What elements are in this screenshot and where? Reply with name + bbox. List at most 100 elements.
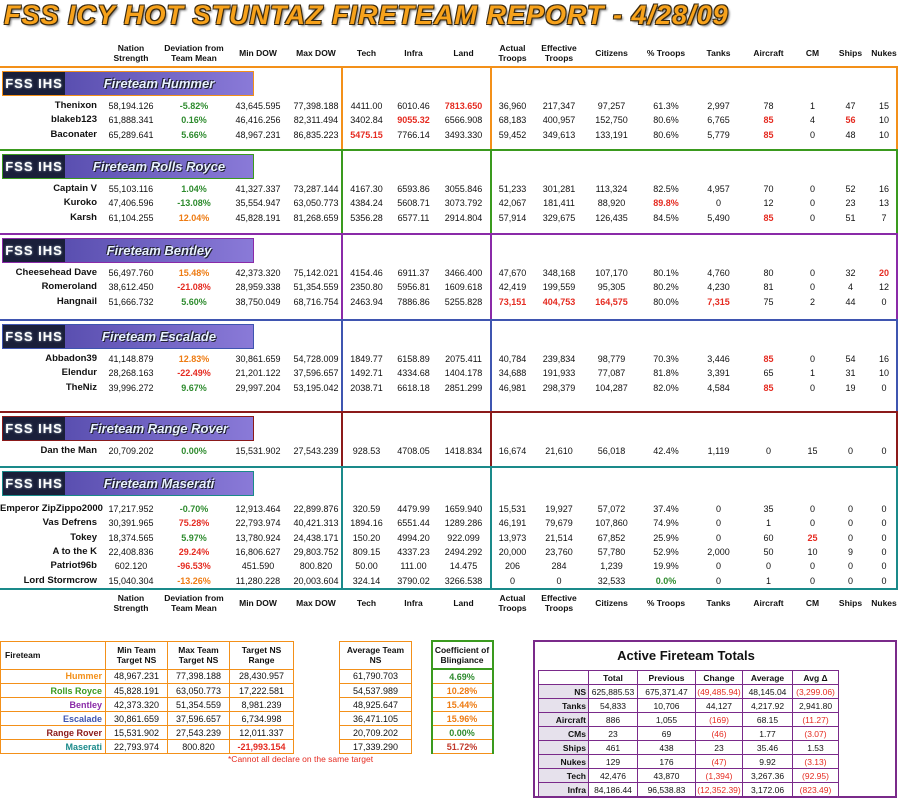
summary-cell: 51.72% [430,739,494,754]
team-divider [490,413,492,466]
totals-cell: (823.49) [792,782,839,797]
column-header: Citizens [595,598,628,608]
cell: 81,268.659 [293,212,339,223]
cell: 12.83% [178,354,210,364]
cell: 47 [845,101,856,111]
cell: 85 [763,382,774,393]
totals-row: CMs 23 69 (46) 1.77 (3.07) [538,726,839,741]
cell: 36,960 [498,101,527,111]
cell: 12 [878,282,889,293]
cell: 80 [763,268,774,278]
cell: 0 [809,518,815,529]
cell: 4,957 [707,184,730,194]
column-header: Ships [838,598,863,608]
column-header: Deviation from Team Mean [164,43,224,63]
cell: 10 [878,115,889,126]
cell: 85 [763,115,774,126]
cell: 28,959.338 [235,282,281,293]
cell: 12.04% [178,212,210,223]
column-header: Tanks [706,48,731,58]
cell: 0 [556,575,562,586]
player-name: Cheesehead Dave [15,267,97,278]
cell: 0 [809,382,815,393]
cell: 0 [715,198,721,209]
column-header: Min DOW [239,598,277,608]
cell: 2 [809,296,815,307]
summary-cell: 48,925.647 [339,697,412,712]
cell: 9.67% [181,382,207,393]
cell: 54,728.009 [293,354,339,364]
cell: 16 [878,354,889,364]
cell: 23,760 [545,546,573,557]
column-header: Nukes [871,598,897,608]
column-header: Infra [404,598,423,608]
cell: 14.475 [449,561,478,572]
cell: 6551.44 [397,518,430,529]
summary-header: Min Team Target NS [105,640,168,670]
summary-row: Maserati 22,793.974 800.820 -21,993.154 17,3… [0,739,494,754]
cell: 0 [881,561,887,572]
cell: 0 [715,561,721,572]
cell: 1418.834 [444,446,483,456]
cell: 54 [845,354,856,364]
summary-cell: 17,222.581 [229,683,294,698]
column-header: Effective Troops [541,43,577,63]
cell: 34,688 [498,368,527,379]
cell: 0 [847,504,853,514]
cell: 80.0% [653,296,679,307]
banner-name: Fireteam Hummer [103,76,215,91]
cell: 29.24% [178,546,210,557]
cell: 19.9% [653,561,679,572]
totals-label: Ships [538,740,589,755]
cell: 11,280.228 [235,575,281,586]
totals-cell: 35.46 [742,740,793,755]
cell: 20,003.604 [293,575,339,586]
totals-row: Infra 84,186.44 96,538.83 (12,352.39) 3,172.… [538,782,839,797]
summary-cell: 37,596.657 [167,711,230,726]
summary-cell: 10.28% [430,683,494,698]
cell: 0 [881,446,887,456]
cell: 0 [765,561,771,572]
totals-cell: 48,145.04 [742,684,793,699]
cell: 1609.618 [444,282,483,293]
spacer [294,669,340,684]
cell: 3466.400 [444,268,483,278]
cell: 68,716.754 [293,296,339,307]
banner-tag: FSS IHS [5,329,63,344]
column-header: % Troops [646,48,686,58]
summary-cell: 8,981.239 [229,697,294,712]
cell: 21,610 [545,446,573,456]
cell: 1 [809,101,815,111]
player-name: Thenixon [54,100,97,111]
cell: 0 [715,504,721,514]
player-name: A to the K [52,545,97,557]
cell: 73,151 [498,296,527,307]
cell: -13.08% [177,198,211,209]
cell: 1 [765,518,771,529]
team-banner: FSS IHS Fireteam Rolls Royce [2,154,254,179]
summary-cell: 6,734.998 [229,711,294,726]
cell: 164,575 [595,296,628,307]
cell: 88,920 [597,198,626,209]
column-header: CM [805,598,820,608]
cell: 56,497.760 [108,268,154,278]
cell: 451.590 [241,561,275,572]
cell: 21,514 [545,532,573,543]
totals-table: Total Previous Change Average Avg Δ NS 625,885… [538,670,839,797]
cell: 82.5% [653,184,679,194]
totals-cell: 9.92 [742,754,793,769]
cell: -21.08% [177,282,211,293]
team-divider [341,468,343,588]
totals-row: Ships 461 438 23 35.46 1.53 [538,740,839,755]
cell: 17,217.952 [108,504,154,514]
cell: 48 [845,129,856,140]
column-header: Max DOW [296,598,336,608]
totals-cell: 68.15 [742,712,793,727]
player-name: Abbadon39 [45,353,97,364]
summary-cell: 36,471.105 [339,711,412,726]
cell: 27,543.239 [293,446,339,456]
cell: 5475.15 [350,129,383,140]
summary-cell: 51,354.559 [167,697,230,712]
totals-cell: (169) [695,712,743,727]
team-banner: FSS IHS Fireteam Escalade [2,324,254,349]
